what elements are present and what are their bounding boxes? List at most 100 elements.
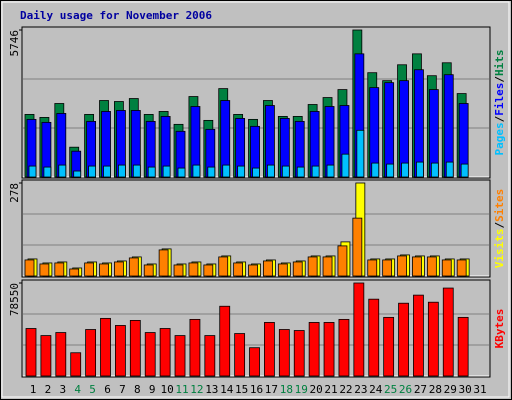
x-tick-label: 17 <box>265 383 278 396</box>
x-tick-label: 6 <box>104 383 111 396</box>
bar <box>103 165 111 178</box>
x-tick-label: 31 <box>473 383 486 396</box>
legend-separator: / <box>493 76 506 83</box>
x-tick-label: 21 <box>324 383 337 396</box>
bar <box>73 170 82 178</box>
bar <box>222 164 231 178</box>
x-tick-label: 26 <box>399 383 412 396</box>
bar <box>353 282 365 377</box>
bar <box>445 161 454 178</box>
bar <box>39 263 50 277</box>
legend-entry: KBytes <box>493 309 506 349</box>
bar <box>177 167 186 178</box>
x-tick-label: 12 <box>190 383 203 396</box>
bar <box>427 301 439 377</box>
bar <box>412 256 422 277</box>
x-tick-label: 8 <box>134 383 141 396</box>
bar <box>368 298 380 377</box>
x-tick-label: 20 <box>310 383 323 396</box>
x-tick-label: 9 <box>149 383 156 396</box>
bar <box>207 166 216 178</box>
bar <box>203 264 214 277</box>
bar <box>219 305 231 377</box>
x-tick-label: 11 <box>175 383 188 396</box>
x-tick-label: 28 <box>429 383 442 396</box>
legend: KBytes <box>493 309 506 349</box>
x-tick-label: 22 <box>339 383 352 396</box>
x-tick-label: 10 <box>160 383 173 396</box>
bar <box>442 287 454 377</box>
bar <box>99 263 109 277</box>
bar <box>430 162 439 178</box>
bar <box>383 316 395 377</box>
bar <box>85 329 97 377</box>
bar <box>143 264 154 277</box>
bar <box>278 329 290 377</box>
x-tick-label: 14 <box>220 383 234 396</box>
x-tick-label: 4 <box>74 383 81 396</box>
bar <box>371 162 380 178</box>
bar <box>173 264 184 277</box>
bar <box>267 164 275 178</box>
legend: Pages/Files/Hits <box>493 50 506 156</box>
y-tick-label: 278 <box>8 183 21 203</box>
bar <box>416 161 424 178</box>
legend-entry: Visits <box>493 229 506 269</box>
bar <box>55 332 67 377</box>
bar <box>264 322 275 377</box>
bar <box>397 255 407 277</box>
x-tick-label: 13 <box>205 383 218 396</box>
legend-separator: / <box>493 222 506 229</box>
bar <box>132 164 141 178</box>
panel <box>21 179 491 278</box>
bar <box>204 335 216 377</box>
bar <box>40 335 52 377</box>
bar <box>356 129 365 178</box>
bar <box>398 302 409 377</box>
bar <box>307 256 318 277</box>
x-tick-label: 25 <box>384 383 397 396</box>
bar <box>174 335 186 377</box>
legend-entry: Pages <box>493 122 506 155</box>
bar <box>70 352 82 377</box>
x-tick-label: 29 <box>444 383 457 396</box>
bar <box>263 260 273 277</box>
bar <box>114 261 124 277</box>
bar <box>84 262 95 277</box>
bar <box>192 164 201 178</box>
bar <box>352 217 363 277</box>
bar <box>326 164 335 178</box>
bar <box>189 318 201 377</box>
bar <box>384 82 395 178</box>
bar <box>54 262 65 277</box>
bar <box>460 163 469 178</box>
x-tick-label: 5 <box>89 383 96 396</box>
bar <box>100 317 111 377</box>
bar <box>296 166 305 178</box>
bar <box>188 262 199 277</box>
bar <box>24 259 35 277</box>
bar <box>457 316 469 377</box>
y-tick-label: 78550 <box>8 283 21 316</box>
bar <box>338 318 350 377</box>
bar <box>456 259 467 277</box>
x-tick-label: 19 <box>295 383 308 396</box>
bar <box>237 165 246 178</box>
bar <box>129 320 141 377</box>
bar <box>249 347 260 377</box>
bar <box>218 256 229 277</box>
y-tick-label: 5746 <box>8 30 21 57</box>
legend-separator: / <box>493 115 506 122</box>
bar <box>277 263 288 277</box>
bar <box>28 165 37 178</box>
x-tick-label: 24 <box>369 383 383 396</box>
bar <box>234 333 246 377</box>
bar <box>25 328 37 377</box>
bar <box>158 249 169 277</box>
bar <box>308 322 320 377</box>
bar <box>69 268 80 277</box>
bar <box>382 259 393 277</box>
bar <box>341 153 350 178</box>
